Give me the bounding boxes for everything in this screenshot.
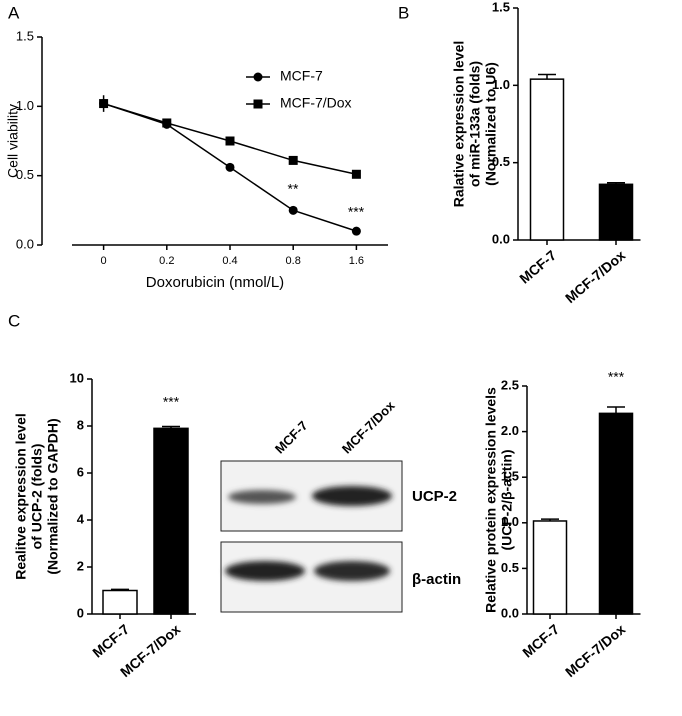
blot-band <box>228 490 296 504</box>
y-tick-label: 0.0 <box>501 605 519 620</box>
y-axis-label: of UCP-2 (folds) <box>29 444 45 550</box>
blot-band <box>314 561 390 581</box>
y-tick-label: 0.5 <box>492 154 510 169</box>
data-point <box>288 155 298 165</box>
bar <box>598 412 634 615</box>
y-axis-label: (UCP-2/β-actin) <box>499 449 515 550</box>
x-tick-label: 0.2 <box>159 255 174 267</box>
y-tick-label: 1.0 <box>501 514 519 529</box>
x-tick-label: MCF-7/Dox <box>562 621 628 680</box>
x-tick-label: 0 <box>101 255 107 267</box>
data-point <box>225 136 235 146</box>
x-tick-label: 1.6 <box>349 255 364 267</box>
data-point <box>351 226 361 236</box>
legend-label: MCF-7 <box>280 68 323 84</box>
y-tick-label: 0.5 <box>501 560 519 575</box>
data-point <box>225 162 235 172</box>
data-point <box>288 205 298 215</box>
x-tick-label: 0.8 <box>286 255 301 267</box>
y-tick-label: 1.5 <box>501 469 519 484</box>
blot-row-label: UCP-2 <box>412 488 457 505</box>
y-tick-label: 0.0 <box>492 231 510 246</box>
y-tick-label: 10 <box>70 370 84 385</box>
y-tick-label: 1.0 <box>16 98 34 113</box>
y-tick-label: 1.5 <box>492 0 510 14</box>
y-tick-label: 2.5 <box>501 377 519 392</box>
y-tick-label: 0.5 <box>16 167 34 182</box>
bar <box>102 589 138 615</box>
annotation: ** <box>288 181 299 197</box>
y-axis-label: Realitve expression level <box>13 413 29 580</box>
x-tick-label: MCF-7/Dox <box>562 247 628 306</box>
y-tick-label: 4 <box>77 511 85 526</box>
x-tick-label: MCF-7 <box>89 621 132 661</box>
y-axis-label: (Normalized to GAPDH) <box>45 418 61 574</box>
annotation: *** <box>163 394 180 410</box>
blot-band <box>312 486 392 506</box>
y-tick-label: 1.0 <box>492 77 510 92</box>
y-tick-label: 1.5 <box>16 28 34 43</box>
western-blot: MCF-7 MCF-7/Dox UCP-2 β-actin <box>220 397 461 613</box>
y-tick-label: 6 <box>77 464 84 479</box>
bar <box>532 520 568 615</box>
y-axis-label: Ralative expression level <box>451 41 467 208</box>
panel-letter: A <box>8 3 20 22</box>
y-tick-label: 0.0 <box>16 236 34 251</box>
x-axis-label: Doxorubicin (nmol/L) <box>146 274 284 291</box>
y-axis-label: (Normalized to U6) <box>483 62 499 186</box>
panel-letter: B <box>398 3 409 22</box>
y-tick-label: 8 <box>77 417 84 432</box>
y-axis-label: Cell viability <box>5 104 21 178</box>
x-tick-label: MCF-7 <box>519 621 562 661</box>
y-tick-label: 2.0 <box>501 423 519 438</box>
bar <box>598 183 634 241</box>
blot-column-label: MCF-7/Dox <box>339 397 398 456</box>
annotation: *** <box>608 369 625 385</box>
y-axis-label: of miR-133a (folds) <box>467 61 483 187</box>
legend-marker <box>253 99 263 109</box>
legend-marker <box>253 72 263 82</box>
data-point <box>99 99 109 109</box>
blot-row-label: β-actin <box>412 571 461 588</box>
data-point <box>351 169 361 179</box>
y-tick-label: 2 <box>77 558 84 573</box>
annotation: *** <box>348 204 365 220</box>
panel-letter: C <box>8 311 20 330</box>
legend-label: MCF-7/Dox <box>280 95 352 111</box>
y-axis-label: Relative protein expression levels <box>483 387 499 613</box>
bar <box>153 427 189 615</box>
bar <box>529 78 565 241</box>
blot-column-label: MCF-7 <box>272 418 311 457</box>
data-point <box>162 118 172 128</box>
x-tick-label: 0.4 <box>222 255 237 267</box>
x-tick-label: MCF-7 <box>516 247 559 287</box>
blot-band <box>225 561 305 581</box>
y-tick-label: 0 <box>77 605 84 620</box>
